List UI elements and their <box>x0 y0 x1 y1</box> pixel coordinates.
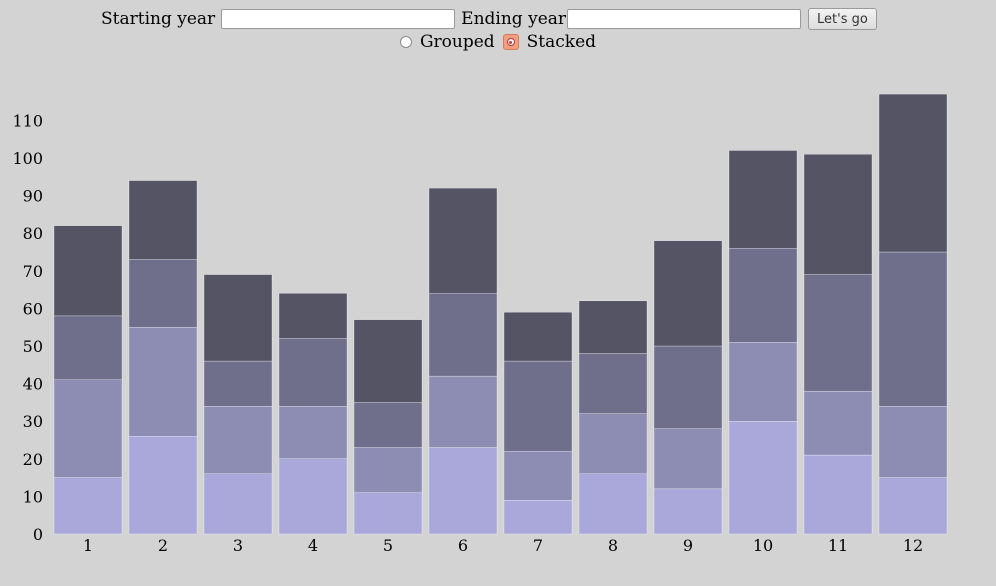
y-tick-label: 80 <box>23 224 43 243</box>
x-tick-label: 9 <box>683 536 693 555</box>
bar-segment <box>128 180 198 260</box>
x-tick-label: 7 <box>533 536 543 555</box>
bar-segment <box>878 251 948 407</box>
y-tick-label: 10 <box>23 487 43 506</box>
bar-segment <box>53 379 123 478</box>
stacked-label: Stacked <box>526 32 597 52</box>
x-tick-label: 11 <box>828 536 848 555</box>
bar-segment <box>578 353 648 414</box>
x-tick-label: 4 <box>308 536 318 555</box>
bar-segment <box>653 240 723 347</box>
bar-segment <box>353 402 423 448</box>
bar-segment <box>503 500 573 535</box>
year-range-controls: Starting year Ending year Let's go <box>0 8 996 30</box>
bar-segment <box>278 458 348 535</box>
x-tick-label: 6 <box>458 536 468 555</box>
y-tick-label: 0 <box>33 525 43 544</box>
grouped-label: Grouped <box>419 32 495 52</box>
bar-segment <box>503 312 573 362</box>
bar-segment <box>503 360 573 452</box>
x-tick-label: 1 <box>83 536 93 555</box>
layout-mode-controls: Grouped Stacked <box>0 32 996 52</box>
bar-segment <box>728 248 798 343</box>
bar-segment <box>803 274 873 392</box>
bar-segment <box>803 454 873 535</box>
bar-segment <box>353 492 423 535</box>
bar-segment <box>128 259 198 328</box>
y-tick-label: 50 <box>23 337 43 356</box>
bar-segment <box>878 93 948 253</box>
y-tick-label: 30 <box>23 412 43 431</box>
bar-segment <box>803 390 873 456</box>
grouped-radio[interactable] <box>399 36 412 48</box>
bar-segment <box>128 327 198 437</box>
y-tick-label: 60 <box>23 299 43 318</box>
bar-segment <box>578 413 648 474</box>
bar-segment <box>128 436 198 535</box>
bar-segment <box>728 421 798 535</box>
starting-year-input[interactable] <box>221 9 456 29</box>
bar-segment <box>353 447 423 493</box>
lets-go-button[interactable]: Let's go <box>808 8 877 30</box>
bar-segment <box>278 406 348 459</box>
bar-segment <box>53 225 123 317</box>
bar-segment <box>203 274 273 362</box>
bar-segment <box>878 477 948 535</box>
ending-year-input[interactable] <box>567 9 802 29</box>
ending-year-label: Ending year <box>461 9 567 29</box>
bar-segment <box>428 375 498 448</box>
x-tick-label: 10 <box>753 536 773 555</box>
y-tick-label: 40 <box>23 375 43 394</box>
y-tick-label: 20 <box>23 450 43 469</box>
bar-segment <box>653 428 723 490</box>
bar-segment <box>203 360 273 407</box>
bar-segment <box>203 406 273 474</box>
bar-segment <box>578 300 648 354</box>
y-tick-label: 70 <box>23 262 43 281</box>
bar-segment <box>803 154 873 275</box>
x-tick-label: 3 <box>233 536 243 555</box>
x-tick-label: 2 <box>158 536 168 555</box>
bar-segment <box>878 406 948 478</box>
bar-segment <box>503 451 573 501</box>
x-tick-label: 12 <box>903 536 923 555</box>
y-tick-label: 110 <box>12 111 43 130</box>
x-tick-label: 8 <box>608 536 618 555</box>
x-tick-label: 5 <box>383 536 393 555</box>
bar-segment <box>428 187 498 294</box>
y-tick-label: 100 <box>12 149 43 168</box>
bar-segment <box>653 488 723 535</box>
bar-segment <box>728 150 798 249</box>
bar-segment <box>578 473 648 535</box>
bar-segment <box>353 319 423 403</box>
bar-segment <box>203 473 273 535</box>
starting-year-label: Starting year <box>101 9 216 29</box>
stacked-radio[interactable] <box>502 34 519 50</box>
bar-segment <box>653 345 723 429</box>
bar-segment <box>428 447 498 535</box>
bar-segment <box>53 477 123 535</box>
bar-segment <box>278 338 348 407</box>
bar-segment <box>728 342 798 422</box>
bar-segment <box>428 293 498 377</box>
y-tick-label: 90 <box>23 187 43 206</box>
bar-segment <box>278 293 348 339</box>
bar-segment <box>53 315 123 380</box>
